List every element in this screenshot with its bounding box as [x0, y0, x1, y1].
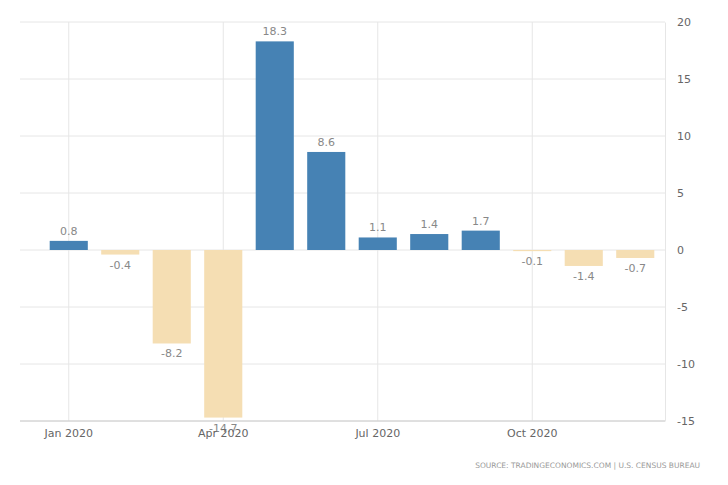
grid	[20, 22, 665, 421]
data-label: 1.7	[472, 215, 490, 228]
x-tick: Oct 2020	[507, 421, 558, 440]
y-tick-label: 15	[677, 73, 691, 86]
y-tick: 10	[665, 130, 691, 143]
data-label: 18.3	[263, 25, 288, 38]
bar	[513, 250, 551, 251]
y-tick: -15	[665, 415, 695, 428]
y-tick: 0	[665, 244, 684, 257]
y-tick: 20	[665, 16, 691, 29]
y-tick-label: -10	[677, 358, 695, 371]
data-label: 0.8	[60, 225, 78, 238]
grid-line	[20, 364, 665, 365]
bar	[359, 237, 397, 250]
y-tick-label: -5	[677, 301, 688, 314]
y-tick-label: 0	[677, 244, 684, 257]
grid-line	[20, 307, 665, 308]
y-tick-label: 5	[677, 187, 684, 200]
data-label: 8.6	[318, 136, 336, 149]
grid-line	[20, 421, 665, 422]
data-label: 1.4	[421, 218, 439, 231]
grid-line	[20, 79, 665, 80]
bar	[101, 250, 139, 255]
bar	[616, 250, 654, 258]
x-tick: Jul 2020	[354, 421, 400, 440]
grid-line	[20, 136, 665, 137]
x-tick-label: Apr 2020	[198, 427, 249, 440]
y-tick: 5	[665, 187, 684, 200]
y-tick-label: 20	[677, 16, 691, 29]
bar	[256, 41, 294, 250]
y-tick-label: -15	[677, 415, 695, 428]
bar	[307, 152, 345, 250]
grid-line	[68, 22, 69, 421]
bar	[204, 250, 242, 418]
grid-line	[532, 22, 533, 421]
bar	[410, 234, 448, 250]
x-tick-label: Oct 2020	[507, 427, 558, 440]
bar	[50, 241, 88, 250]
x-axis-line	[20, 421, 665, 422]
data-label: -0.7	[625, 262, 646, 275]
y-tick: -5	[665, 301, 688, 314]
y-tick: 15	[665, 73, 691, 86]
data-label: 1.1	[369, 221, 387, 234]
bar	[153, 250, 191, 343]
data-labels: 0.8-0.4-8.2-14.718.38.61.11.41.7-0.1-1.4…	[60, 25, 646, 434]
data-label: -8.2	[161, 347, 182, 360]
data-label: -1.4	[573, 270, 594, 283]
bar	[565, 250, 603, 266]
grid-line	[20, 22, 665, 23]
x-tick-label: Jul 2020	[354, 427, 400, 440]
x-axis: Jan 2020 Apr 2020 Jul 2020 Oct 2020	[20, 421, 665, 440]
y-axis: -15 -10 -5 0 5 10 15 20	[665, 16, 695, 428]
bar	[462, 231, 500, 250]
x-tick: Apr 2020	[198, 421, 249, 440]
source: SOURCE: TRADINGECONOMICS.COM | U.S. CENS…	[475, 461, 700, 470]
data-label: -0.1	[522, 255, 543, 268]
y-tick-label: 10	[677, 130, 691, 143]
x-tick: Jan 2020	[44, 421, 93, 440]
bars	[50, 41, 655, 417]
chart: 0.8-0.4-8.2-14.718.38.61.11.41.7-0.1-1.4…	[0, 0, 728, 485]
y-axis-line	[665, 23, 666, 422]
data-label: -0.4	[110, 259, 131, 272]
x-tick-label: Jan 2020	[44, 427, 93, 440]
y-tick: -10	[665, 358, 695, 371]
